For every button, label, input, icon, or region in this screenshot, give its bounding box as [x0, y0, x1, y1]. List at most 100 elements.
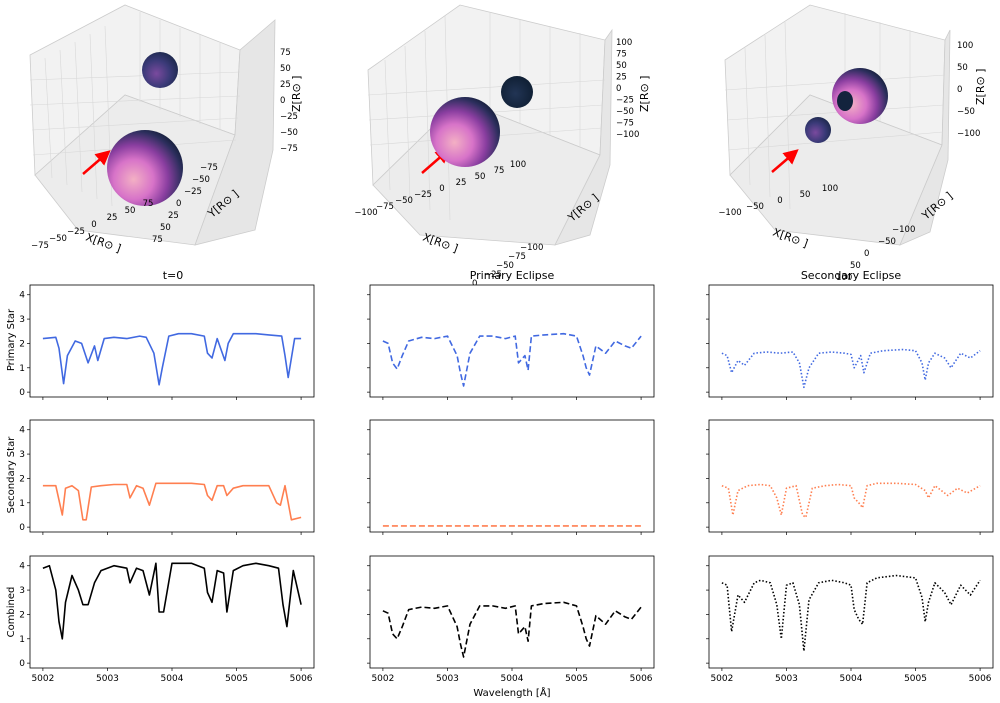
- scene1-y-tick-label: −75: [200, 163, 218, 173]
- scene2-x-tick-label: 50: [475, 172, 486, 182]
- scene3-y-tick-label: 50: [850, 261, 861, 271]
- scene1-z-tick-label: 50: [280, 64, 291, 74]
- x-tick-label: 5002: [371, 674, 394, 684]
- scene2-y-tick-label: −75: [508, 252, 526, 262]
- plot-frame: [369, 555, 655, 669]
- plot-frame: [708, 555, 994, 669]
- scene1-x-tick-label: 25: [107, 213, 118, 223]
- scene1-x-tick-label: 0: [91, 220, 96, 230]
- scene2-x-tick-label: 75: [494, 166, 505, 176]
- y-tick-label: 3: [19, 450, 25, 460]
- scene2-z-tick-label: −75: [616, 119, 634, 129]
- scene3-y-tick-label: −50: [878, 237, 896, 247]
- scene3-y-tick-label: 0: [864, 249, 869, 259]
- scene3-y-tick-label: 100: [836, 273, 852, 283]
- scene1-y-tick-label: 25: [168, 211, 179, 221]
- x-tick-label: 5005: [565, 674, 588, 684]
- panel-combined-t0: 0 1 2 3 4 5002 5003 5004 5005 5006: [19, 555, 315, 684]
- scene1-z-axis-label: Z[R⊙ ]: [290, 76, 303, 112]
- scene2-z-tick-label: 25: [616, 73, 627, 83]
- row-label-primary: Primary Star: [6, 308, 17, 371]
- scene-panel-primary-eclipse: [367, 4, 613, 246]
- y-tick-label: 4: [19, 426, 25, 436]
- y-tick-label: 2: [19, 610, 25, 620]
- scene3-z-tick-label: 100: [957, 41, 973, 51]
- primary-star-sphere: [430, 97, 500, 167]
- scene3-x-tick-label: 100: [822, 184, 838, 194]
- x-tick-label: 5004: [501, 674, 524, 684]
- scene2-z-tick-label: 0: [616, 84, 621, 94]
- scene1-y-tick-label: 0: [176, 199, 181, 209]
- x-tick-label: 5004: [161, 674, 184, 684]
- scene1-z-tick-label: −75: [280, 144, 298, 154]
- series-line-secondary: [42, 482, 302, 521]
- scene3-z-tick-label: −50: [957, 107, 975, 117]
- y-tick-label: 1: [19, 364, 25, 374]
- scene3-x-tick-label: −100: [718, 208, 741, 218]
- scene2-x-tick-label: −50: [395, 196, 413, 206]
- scene3-y-tick-label: −100: [892, 225, 915, 235]
- scene1-y-tick-label: 50: [160, 223, 171, 233]
- panel-primary-secondary-eclipse: [706, 284, 994, 400]
- panel-secondary-t0: 0 1 2 3 4: [19, 419, 315, 535]
- primary-star-sphere: [107, 130, 183, 206]
- y-tick-label: 3: [19, 586, 25, 596]
- scene2-z-tick-label: −50: [616, 107, 634, 117]
- x-axis-label: Wavelength [Å]: [473, 686, 550, 699]
- red-arrow-icon: [82, 150, 111, 175]
- row-label-combined: Combined: [6, 587, 17, 638]
- panel-combined-primary-eclipse: 5002 5003 5004 5005 5006: [367, 555, 655, 684]
- series-line-combined: [42, 562, 302, 640]
- scene3-x-tick-label: −50: [746, 202, 764, 212]
- scene3-x-tick-label: 50: [800, 190, 811, 200]
- scene1-y-tick-label: 75: [152, 235, 163, 245]
- secondary-star-sphere: [142, 52, 178, 88]
- panel-combined-secondary-eclipse: 5002 5003 5004 5005 5006: [706, 555, 994, 684]
- y-tick-label: 0: [19, 523, 25, 533]
- panel-primary-t0: 0 1 2 3 4: [19, 284, 315, 400]
- scene2-x-tick-label: 25: [456, 178, 467, 188]
- x-tick-label: 5004: [840, 674, 863, 684]
- scene2-x-tick-label: 100: [510, 160, 526, 170]
- plot-frame: [29, 419, 315, 533]
- scene1-x-tick-label: −50: [49, 234, 67, 244]
- scene2-z-tick-label: 75: [616, 50, 627, 60]
- scene3-z-axis-label: Z[R⊙ ]: [974, 69, 987, 105]
- plot-frame: [29, 555, 315, 669]
- secondary-star-sphere: [501, 76, 533, 108]
- scene2-y-tick-label: −100: [520, 243, 543, 253]
- x-tick-label: 5005: [904, 674, 927, 684]
- scene1-x-tick-label: −25: [67, 227, 85, 237]
- plot-frame: [708, 284, 994, 398]
- scene1-x-tick-label: 75: [143, 199, 154, 209]
- series-line-combined: [382, 601, 642, 658]
- scene2-z-axis-label: Z[R⊙ ]: [638, 76, 651, 112]
- scene2-z-tick-label: −100: [616, 130, 639, 140]
- scene1-z-tick-label: −25: [280, 112, 298, 122]
- scene2-z-tick-label: −25: [616, 96, 634, 106]
- scene1-z-tick-label: −50: [280, 128, 298, 138]
- panel-primary-primary-eclipse: [367, 284, 655, 400]
- col-title-t0: t=0: [163, 269, 184, 282]
- plot-frame: [369, 284, 655, 398]
- series-line-secondary: [721, 482, 981, 519]
- y-tick-label: 2: [19, 474, 25, 484]
- x-tick-label: 5006: [290, 674, 313, 684]
- scene2-x-tick-label: −25: [414, 190, 432, 200]
- y-tick-label: 1: [19, 635, 25, 645]
- y-tick-label: 0: [19, 659, 25, 669]
- scene1-x-tick-label: 50: [125, 206, 136, 216]
- x-tick-label: 5006: [969, 674, 992, 684]
- scene2-z-tick-label: 100: [616, 38, 632, 48]
- scene2-y-tick-label: −50: [496, 261, 514, 271]
- series-line-primary: [382, 332, 642, 387]
- scene3-x-tick-label: 0: [777, 196, 782, 206]
- scene2-x-tick-label: −100: [354, 208, 377, 218]
- panel-secondary-secondary-eclipse: [706, 419, 994, 535]
- series-line-primary: [721, 348, 981, 389]
- scene3-z-tick-label: 0: [957, 85, 962, 95]
- x-tick-label: 5002: [31, 674, 54, 684]
- x-tick-label: 5003: [775, 674, 798, 684]
